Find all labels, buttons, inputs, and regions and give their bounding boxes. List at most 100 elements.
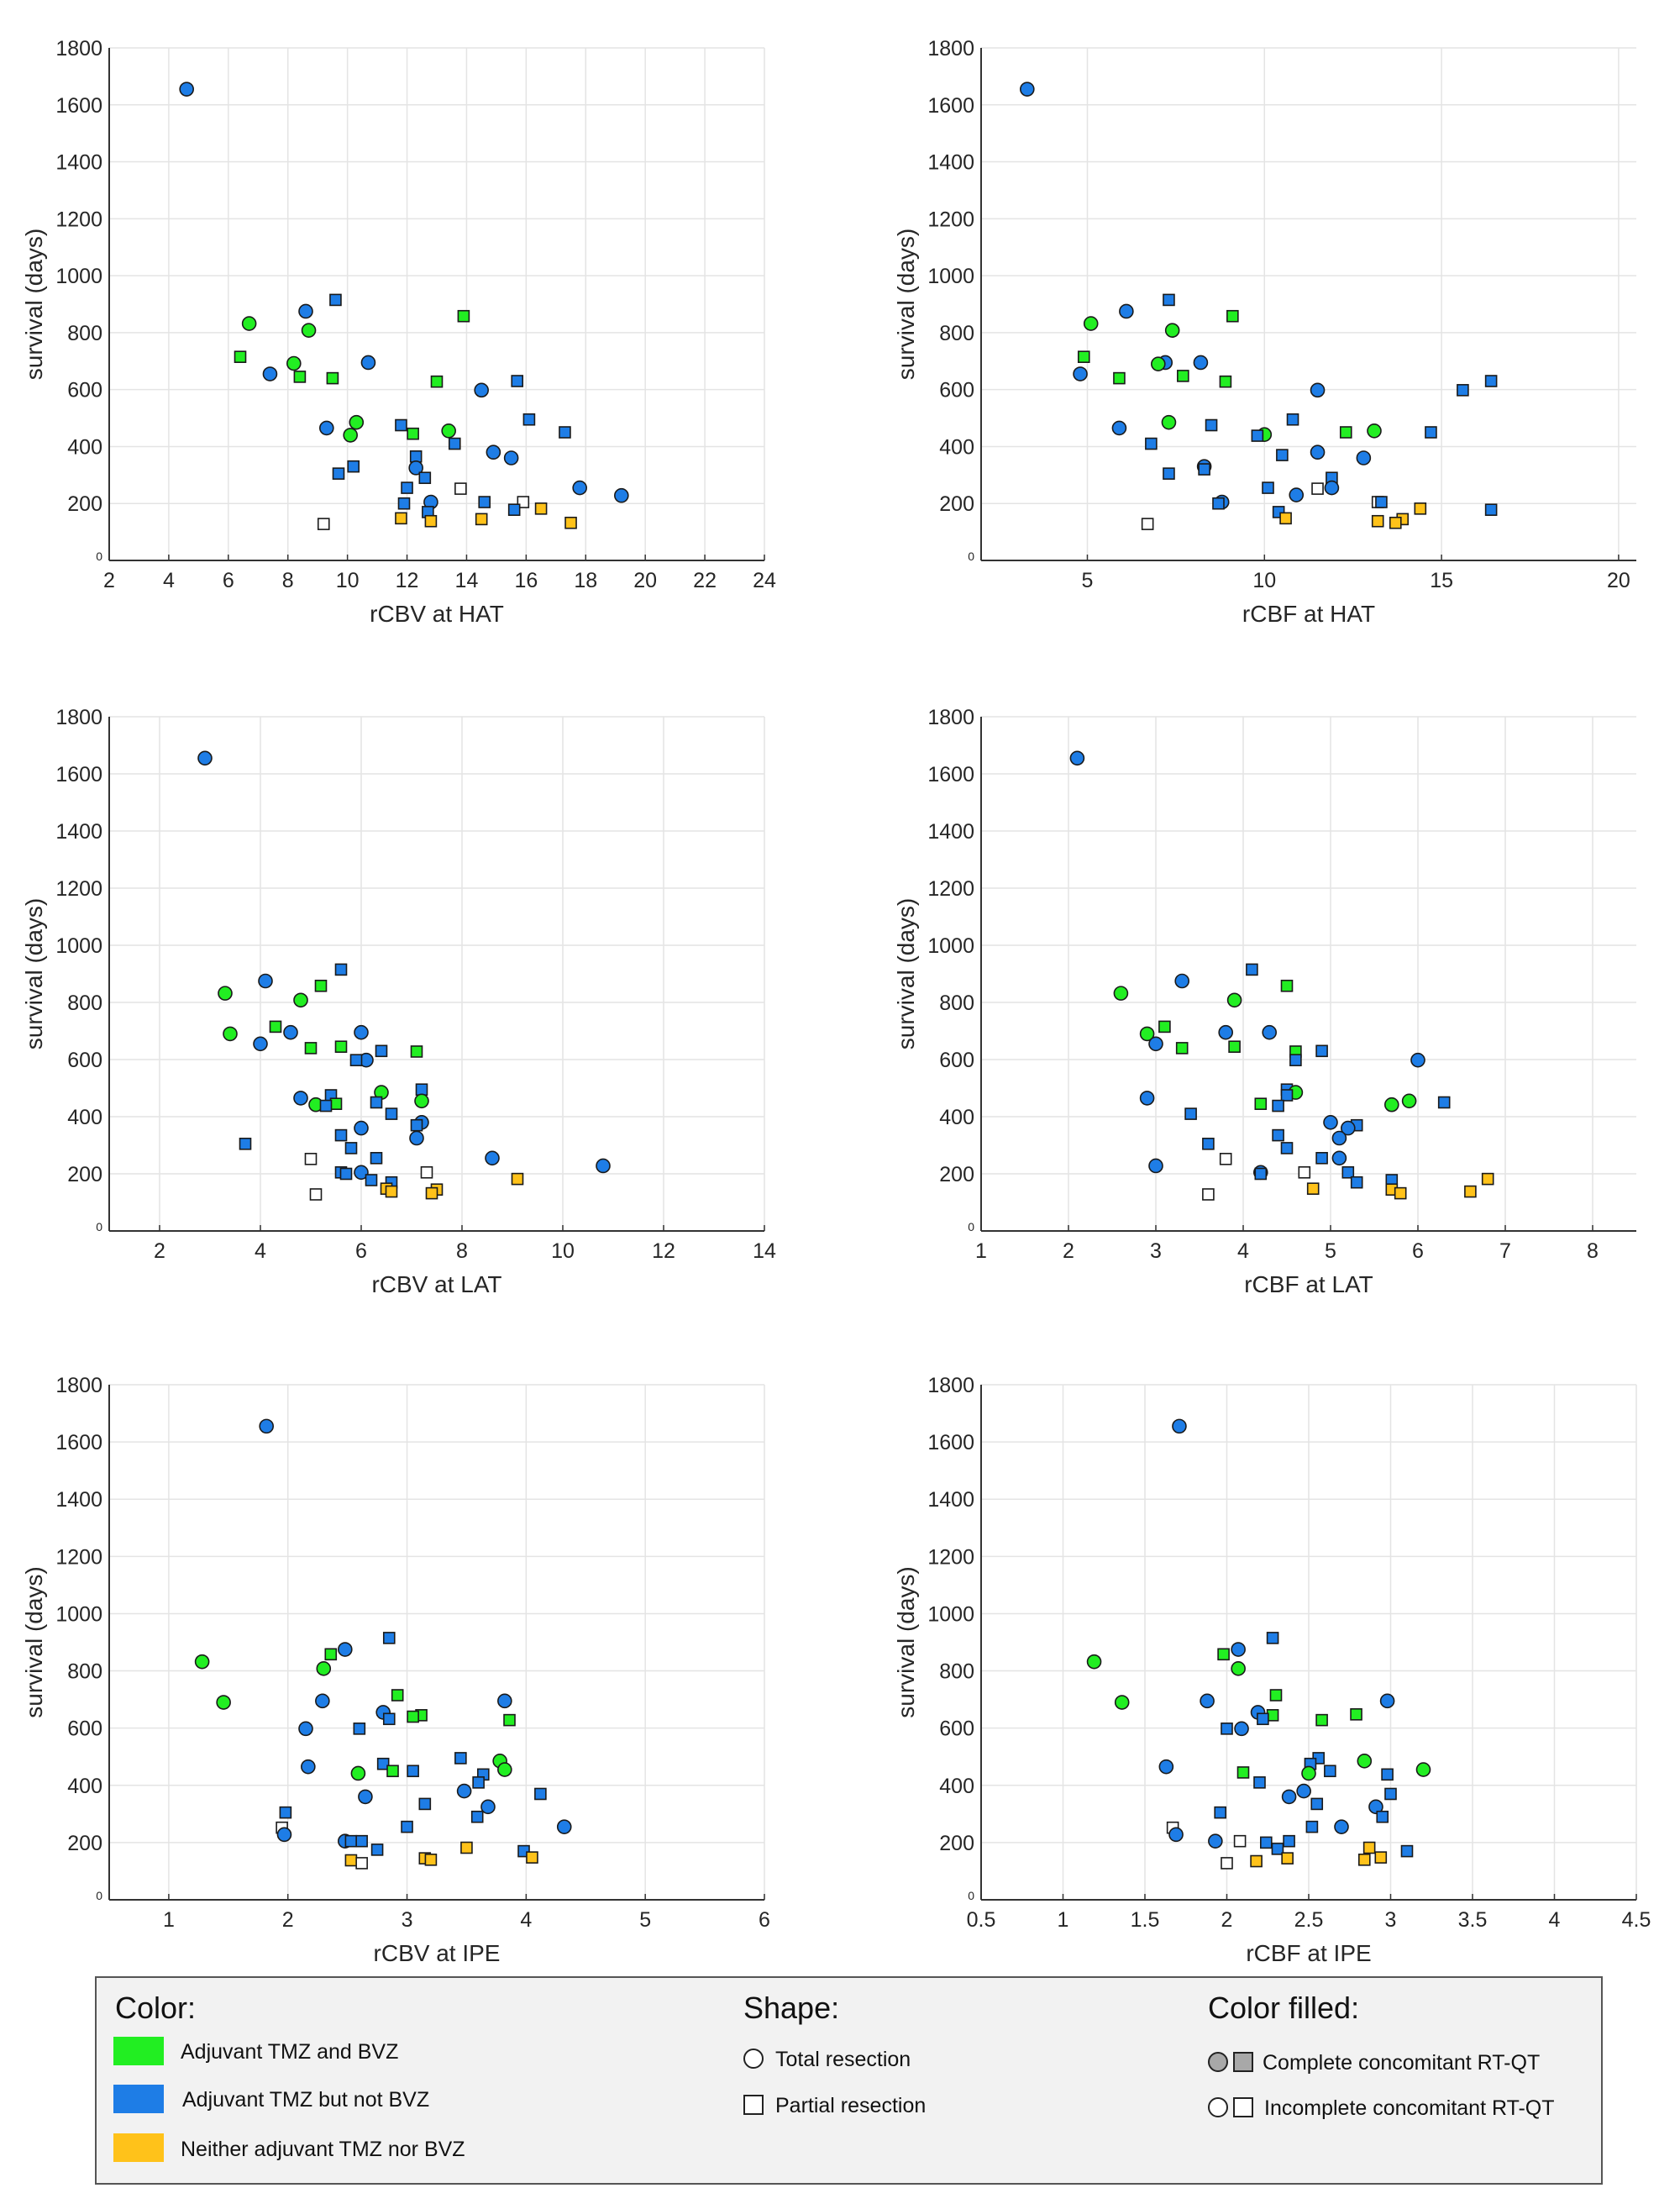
data-point-square — [1324, 1765, 1336, 1778]
y-tick-label: 800 — [939, 1660, 974, 1684]
x-tick-label: 3 — [402, 1908, 413, 1932]
data-point-circle — [1083, 316, 1099, 331]
data-point-circle — [179, 82, 194, 97]
x-tick-label: 22 — [693, 569, 717, 592]
data-point-square — [1205, 418, 1218, 432]
data-point-square — [454, 1752, 467, 1765]
y-tick-label: 400 — [939, 1106, 974, 1129]
data-point-square — [1315, 1044, 1328, 1058]
data-point-circle — [258, 973, 273, 989]
x-axis-label: rCBF at HAT — [1242, 601, 1375, 627]
data-point-circle — [1367, 423, 1382, 439]
data-point-square — [1281, 1852, 1294, 1865]
data-point-square — [507, 503, 521, 516]
x-tick-label: 20 — [633, 569, 657, 592]
data-point-square — [410, 1045, 423, 1058]
y-tick-label: 1000 — [55, 1602, 102, 1626]
y-tick-label: 1800 — [927, 706, 974, 729]
data-point-circle — [194, 1654, 210, 1670]
y-tick-label: 1600 — [927, 763, 974, 786]
data-point-square — [334, 963, 348, 976]
data-point-square — [1077, 350, 1090, 363]
data-point-circle — [1164, 323, 1180, 338]
data-point-square — [329, 1097, 343, 1110]
data-point-square — [355, 1857, 368, 1870]
data-point-circle — [354, 1120, 369, 1136]
data-point-square — [1262, 481, 1274, 494]
x-tick-label: 1 — [975, 1239, 987, 1263]
data-point-square — [1315, 1713, 1328, 1727]
data-point-square — [409, 450, 423, 463]
data-point-square — [1250, 1854, 1263, 1868]
data-point-square — [239, 1138, 252, 1150]
legend-swatch-green — [113, 2037, 164, 2065]
data-point-square — [454, 482, 467, 495]
data-point-circle — [614, 487, 629, 503]
data-point-square — [1254, 1167, 1268, 1181]
data-point-circle — [1368, 1799, 1383, 1815]
data-point-square — [1163, 293, 1175, 307]
y-tick-label: 1800 — [927, 1374, 974, 1397]
data-point-square — [420, 1166, 433, 1179]
y-tick-label: 1200 — [927, 1545, 974, 1569]
data-point-circle — [1114, 1695, 1130, 1710]
y-tick-label: 0 — [96, 550, 102, 563]
data-point-square — [1177, 370, 1189, 382]
data-point-circle — [1200, 1693, 1215, 1709]
data-point-square — [1217, 1648, 1230, 1661]
x-axis-label: rCBF at IPE — [1246, 1940, 1371, 1966]
data-point-circle — [241, 316, 257, 331]
x-tick-label: 2 — [1063, 1239, 1074, 1263]
y-tick-label: 1000 — [927, 265, 974, 288]
data-point-circle — [1174, 973, 1189, 989]
x-tick-label: 6 — [1412, 1239, 1424, 1263]
data-point-square — [1228, 1040, 1241, 1053]
data-point-square — [269, 1020, 282, 1034]
data-point-circle — [1161, 414, 1177, 430]
x-tick-label: 6 — [355, 1239, 367, 1263]
y-tick-label: 200 — [939, 1832, 974, 1855]
data-point-circle — [456, 1783, 472, 1799]
y-axis-label: survival (days) — [893, 898, 919, 1049]
data-point-circle — [316, 1661, 332, 1676]
y-tick-label: 1000 — [927, 1602, 974, 1626]
data-point-square — [1394, 1186, 1407, 1200]
x-tick-label: 4 — [1549, 1908, 1561, 1932]
data-point-square — [1464, 1185, 1477, 1198]
data-point-square — [1202, 1138, 1215, 1150]
y-tick-label: 0 — [96, 1889, 102, 1902]
data-point-circle — [223, 1026, 238, 1042]
x-tick-label: 2.5 — [1294, 1908, 1324, 1932]
data-point-circle — [1323, 1115, 1338, 1130]
x-tick-label: 14 — [455, 569, 479, 592]
data-point-circle — [1384, 1097, 1399, 1112]
data-point-circle — [1172, 1418, 1187, 1434]
data-point-square — [355, 1834, 368, 1848]
data-point-circle — [276, 1827, 292, 1843]
x-axis-label: rCBV at IPE — [374, 1940, 501, 1966]
data-point-square — [1214, 1806, 1226, 1819]
data-point-circle — [1069, 750, 1085, 766]
data-point-circle — [259, 1418, 275, 1434]
x-tick-label: 2 — [1221, 1908, 1233, 1932]
data-point-square — [522, 413, 536, 426]
data-point-square — [401, 481, 413, 494]
data-point-square — [234, 350, 247, 363]
y-tick-label: 1600 — [55, 1431, 102, 1454]
x-tick-label: 3 — [1385, 1908, 1397, 1932]
y-axis-label: survival (days) — [21, 1566, 47, 1717]
x-tick-label: 8 — [1587, 1239, 1599, 1263]
data-point-square — [407, 427, 419, 440]
data-point-circle — [1379, 1693, 1395, 1709]
data-point-square — [332, 467, 345, 480]
x-tick-label: 10 — [1252, 569, 1276, 592]
data-point-square — [1233, 1834, 1247, 1848]
data-point-circle — [1310, 444, 1326, 460]
data-point-circle — [1193, 355, 1209, 371]
data-point-square — [1202, 1188, 1215, 1201]
data-point-circle — [293, 992, 308, 1008]
data-point-circle — [354, 1024, 369, 1040]
scatter-panel-4: 1 2 3 4 5 6 7 8 0 200 400 600 800 1000 1200 1400 1600 180… — [893, 706, 1636, 1297]
data-point-square — [1141, 518, 1154, 530]
y-tick-label: 1000 — [55, 934, 102, 958]
